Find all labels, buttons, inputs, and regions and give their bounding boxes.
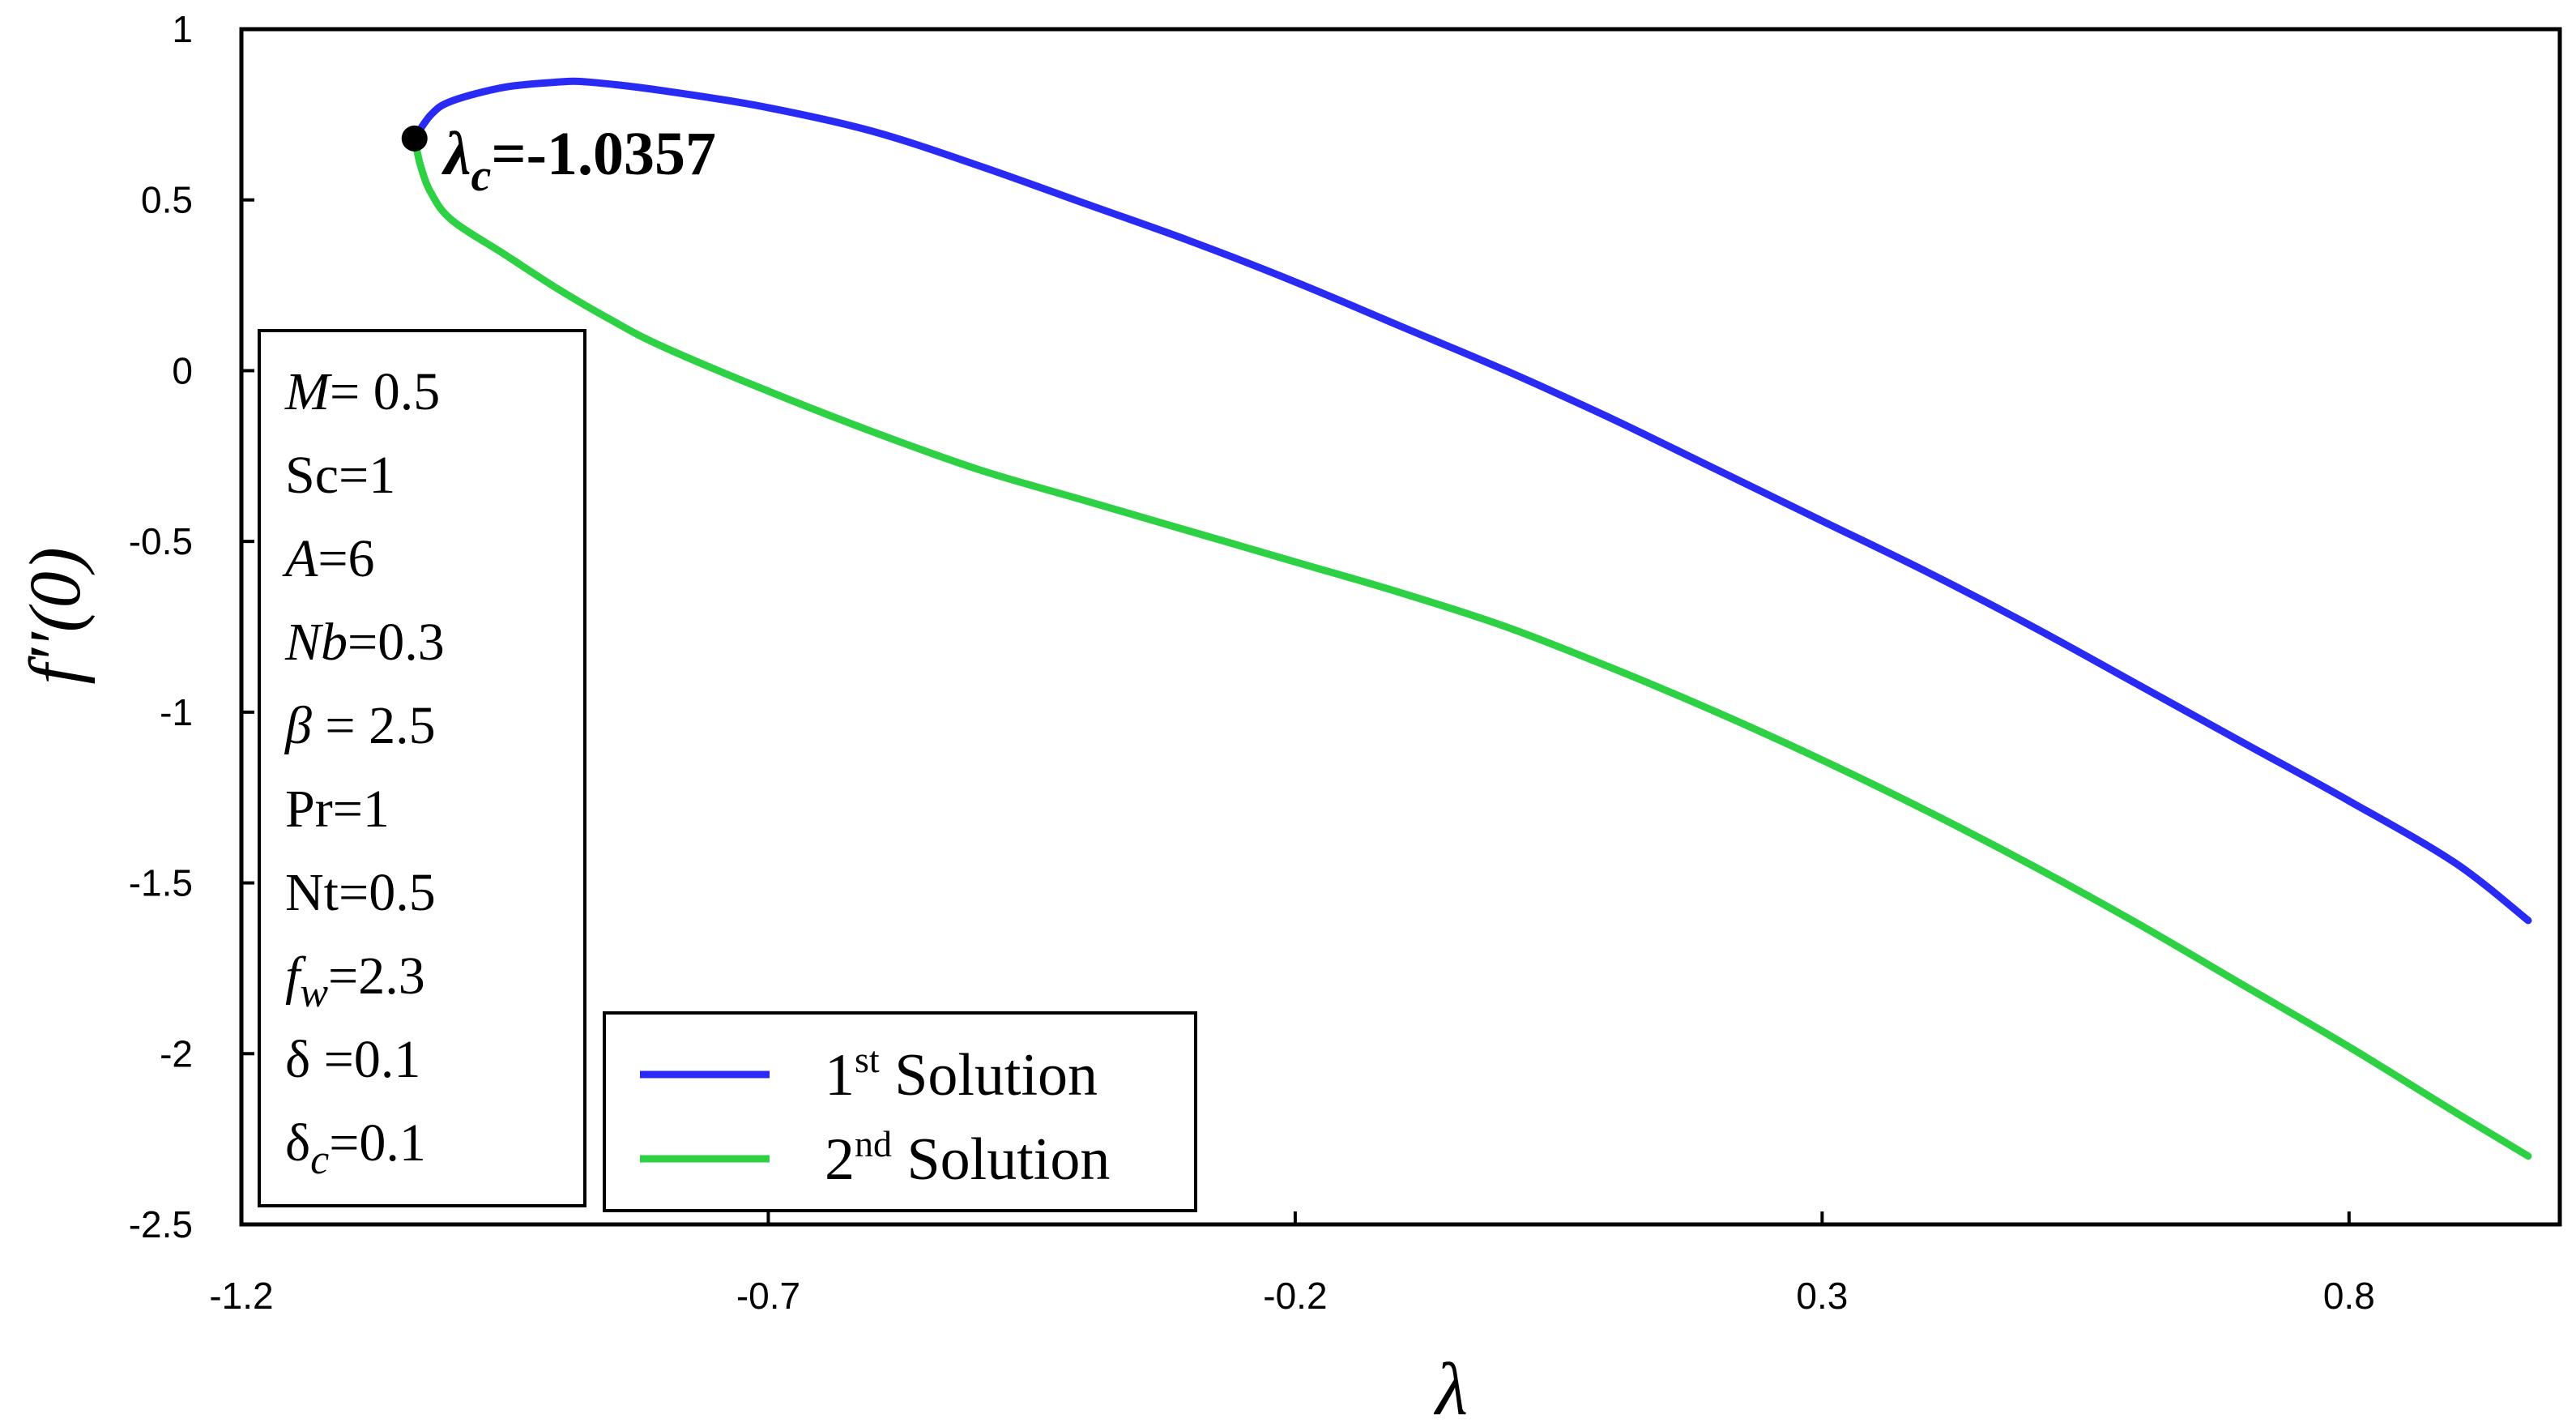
- critical-point-label: λc=-1.0357: [441, 120, 716, 201]
- y-tick-label: 0: [172, 349, 193, 391]
- parameter-line: fw=2.3: [285, 946, 425, 1016]
- legend-frame: [603, 1011, 1197, 1212]
- y-axis-title: f′′(0): [15, 547, 96, 684]
- y-tick-label: -2: [160, 1032, 193, 1075]
- legend-label-1: 1st Solution: [825, 1039, 1098, 1109]
- parameter-line: Pr=1: [285, 780, 390, 839]
- x-tick-label: -0.7: [736, 1275, 800, 1317]
- series-line-1: [411, 77, 2532, 925]
- parameter-line: β = 2.5: [284, 696, 436, 755]
- parameter-line: A=6: [282, 529, 375, 588]
- parameter-line: δc=0.1: [285, 1113, 426, 1183]
- parameter-lines: M= 0.5 Sc=1 A=6 Nb=0.3 β = 2.5 Pr=1 Nt=0.5 fw=2…: [282, 362, 445, 1183]
- parameter-box: M= 0.5 Sc=1 A=6 Nb=0.3 β = 2.5 Pr=1 Nt=0.5 fw=2…: [258, 329, 586, 1207]
- x-tick-label: -0.2: [1263, 1275, 1327, 1317]
- y-tick-label: 0.5: [141, 179, 193, 221]
- y-tick-label: -0.5: [129, 520, 193, 562]
- ticks-layer: -1.2 -0.7 -0.2 0.3 0.8 1 0.5 0 -0.5 -1 -1.5 -2 -2.5: [129, 8, 2375, 1317]
- parameter-line: Nt=0.5: [285, 863, 436, 922]
- legend: 1st Solution 2nd Solution: [603, 1011, 1197, 1212]
- y-tick-label: -1.5: [129, 862, 193, 904]
- parameter-box-frame: [258, 329, 586, 1207]
- x-axis-title: λ: [1433, 1348, 1468, 1427]
- y-tick-label: -2.5: [129, 1203, 193, 1245]
- parameter-line: Nb=0.3: [284, 613, 445, 672]
- series-line-2: [411, 135, 2532, 1160]
- x-tick-label: -1.2: [209, 1275, 273, 1317]
- parameter-line: δ =0.1: [285, 1030, 420, 1089]
- critical-point-annotation: λc=-1.0357: [401, 120, 716, 201]
- x-tick-label: 0.8: [2323, 1275, 2375, 1317]
- series-layer: [411, 77, 2532, 1160]
- plot-frame: [239, 27, 2562, 1227]
- x-tick-label: 0.3: [1796, 1275, 1848, 1317]
- parameter-line: M= 0.5: [284, 362, 440, 421]
- y-tick-label: -1: [160, 691, 193, 733]
- parameter-line: Sc=1: [285, 446, 395, 505]
- y-tick-label: 1: [172, 8, 193, 50]
- legend-label-2: 2nd Solution: [825, 1123, 1110, 1193]
- legend-items: 1st Solution 2nd Solution: [640, 1039, 1110, 1193]
- critical-point-marker: [401, 125, 428, 152]
